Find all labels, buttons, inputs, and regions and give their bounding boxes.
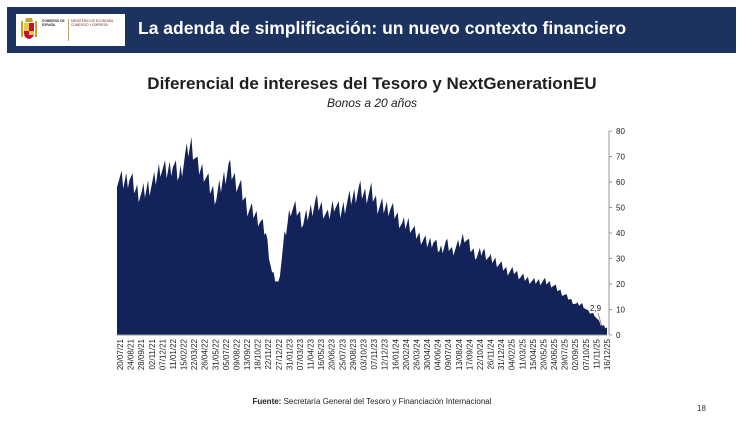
x-tick-label: 11/01/22 <box>169 338 178 369</box>
x-tick-label: 11/11/25 <box>592 338 601 369</box>
x-tick-label: 29/08/23 <box>349 338 358 370</box>
x-tick-label: 18/10/22 <box>254 338 263 370</box>
x-tick-label: 22/10/24 <box>476 338 485 370</box>
x-tick-label: 29/07/25 <box>561 338 570 370</box>
coat-of-arms-icon <box>21 18 37 39</box>
x-tick-label: 12/12/23 <box>381 338 390 370</box>
x-tick-label: 24/08/21 <box>127 338 136 370</box>
x-tick-label: 11/03/25 <box>518 338 527 369</box>
x-tick-label: 07/11/23 <box>370 338 379 369</box>
x-tick-label: 09/08/22 <box>233 338 242 370</box>
chart-title: Diferencial de intereses del Tesoro y Ne… <box>147 74 597 93</box>
y-tick-label: 50 <box>616 204 625 213</box>
y-tick-label: 10 <box>616 306 625 315</box>
x-tick-label: 22/11/22 <box>264 338 273 369</box>
annotation-leader-line <box>597 312 603 327</box>
x-tick-label: 07/12/21 <box>158 338 167 370</box>
x-tick-label: 24/06/25 <box>550 338 559 370</box>
logo-ministerio-text: MINISTERIO DE ECONOMÍA, COMERCIO Y EMPRE… <box>71 19 115 27</box>
y-tick-label: 40 <box>616 229 625 238</box>
header-bar: GOBIERNO DE ESPAÑA MINISTERIO DE ECONOMÍ… <box>7 7 736 53</box>
x-tick-label: 03/10/23 <box>360 338 369 370</box>
spread-series-area <box>117 136 607 335</box>
y-tick-label: 70 <box>616 153 625 162</box>
slide-title: La adenda de simplificación: un nuevo co… <box>138 18 627 38</box>
x-tick-label: 31/05/22 <box>211 338 220 370</box>
y-tick-label: 30 <box>616 255 625 264</box>
x-tick-label: 04/06/24 <box>434 338 443 370</box>
x-tick-label: 27/12/22 <box>275 338 284 370</box>
x-tick-label: 02/11/21 <box>148 338 157 369</box>
x-tick-label: 20/07/21 <box>116 338 125 370</box>
x-tick-label: 17/09/24 <box>465 338 474 370</box>
x-tick-label: 30/04/24 <box>423 338 432 370</box>
x-tick-label: 20/02/24 <box>402 338 411 370</box>
page-number: 18 <box>697 404 706 413</box>
x-tick-label: 31/12/24 <box>497 338 506 370</box>
x-tick-label: 02/09/25 <box>571 338 580 370</box>
source-label: Fuente: <box>252 397 282 406</box>
y-tick-label: 20 <box>616 280 625 289</box>
y-tick-label: 0 <box>616 331 621 340</box>
x-tick-label: 26/04/22 <box>201 338 210 370</box>
x-tick-label: 15/04/25 <box>529 338 538 370</box>
x-tick-label: 28/09/21 <box>137 338 146 370</box>
x-tick-label: 26/11/24 <box>487 338 496 369</box>
x-tick-label: 16/12/25 <box>603 338 612 370</box>
y-tick-label: 80 <box>616 127 625 136</box>
x-tick-label: 07/03/23 <box>296 338 305 370</box>
y-tick-label: 60 <box>616 178 625 187</box>
x-tick-label: 13/08/24 <box>455 338 464 370</box>
x-tick-label: 07/10/25 <box>582 338 591 370</box>
chart-subtitle: Bonos a 20 años <box>326 96 418 110</box>
x-tick-label: 16/05/23 <box>317 338 326 370</box>
logo-divider <box>68 19 69 41</box>
logo-gobierno-text: GOBIERNO DE ESPAÑA <box>42 19 65 27</box>
x-tick-label: 04/02/25 <box>508 338 517 370</box>
x-tick-label: 20/05/25 <box>540 338 549 370</box>
source-text: Secretaría General del Tesoro y Financia… <box>281 397 492 406</box>
last-value-annotation: 2,9 <box>590 304 602 313</box>
x-tick-label: 09/07/24 <box>444 338 453 370</box>
x-tick-label: 16/01/24 <box>391 338 400 370</box>
x-tick-label: 22/03/22 <box>190 338 199 370</box>
source-note: Fuente: Secretaría General del Tesoro y … <box>0 397 744 406</box>
x-tick-label: 11/04/23 <box>307 338 316 369</box>
x-tick-label: 20/06/23 <box>328 338 337 370</box>
x-tick-label: 05/07/22 <box>222 338 231 370</box>
x-tick-label: 25/07/23 <box>338 338 347 370</box>
x-tick-label: 15/02/22 <box>180 338 189 370</box>
x-tick-label: 31/01/23 <box>285 338 294 370</box>
x-tick-label: 26/03/24 <box>412 338 421 370</box>
government-logo: GOBIERNO DE ESPAÑA MINISTERIO DE ECONOMÍ… <box>16 14 125 46</box>
x-tick-label: 13/09/22 <box>243 338 252 370</box>
